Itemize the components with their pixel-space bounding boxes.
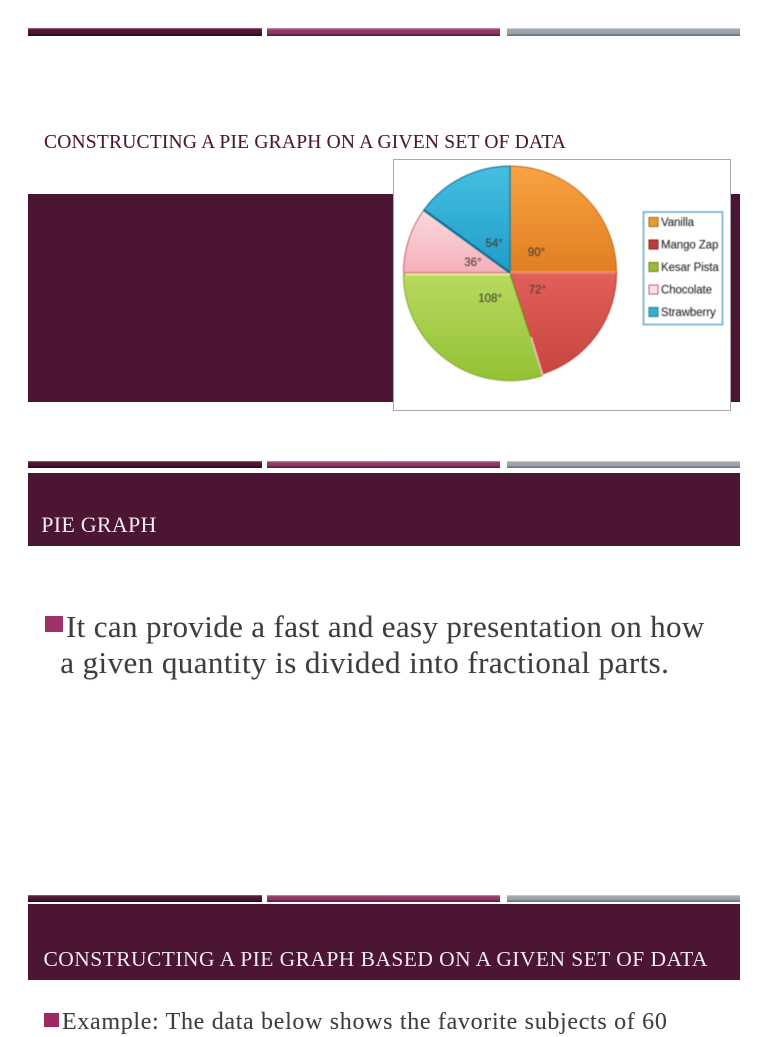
svg-text:54°: 54°	[486, 238, 503, 250]
svg-text:90°: 90°	[528, 247, 545, 259]
svg-text:Chocolate: Chocolate	[661, 285, 712, 297]
svg-text:Mango Zap: Mango Zap	[661, 240, 718, 252]
svg-text:108°: 108°	[478, 293, 502, 305]
svg-text:Strawberry: Strawberry	[661, 307, 716, 319]
svg-text:72°: 72°	[529, 284, 546, 296]
svg-text:Kesar Pista: Kesar Pista	[661, 262, 719, 274]
svg-text:Vanilla: Vanilla	[661, 217, 695, 229]
svg-text:36°: 36°	[464, 257, 481, 269]
